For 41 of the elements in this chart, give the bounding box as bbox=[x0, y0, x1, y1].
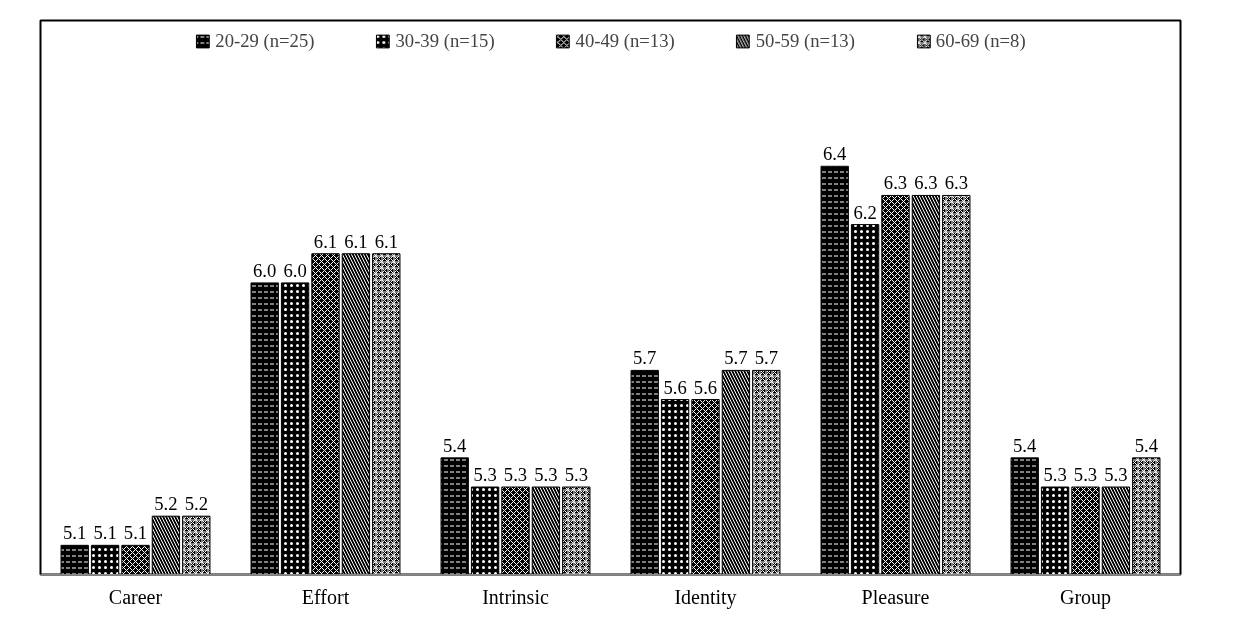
data-label: 6.4 bbox=[823, 143, 848, 165]
data-label: 5.3 bbox=[564, 464, 588, 486]
data-label: 6.0 bbox=[253, 259, 277, 281]
data-label: 5.3 bbox=[1104, 464, 1128, 486]
data-label: 6.0 bbox=[283, 259, 307, 281]
data-label: 5.3 bbox=[473, 464, 497, 486]
x-tick-label: Intrinsic bbox=[482, 585, 549, 608]
data-label: 5.3 bbox=[1043, 464, 1067, 486]
data-label: 5.6 bbox=[663, 376, 687, 398]
legend-label: 20-29 (n=25) bbox=[215, 30, 315, 52]
data-label: 5.7 bbox=[754, 347, 778, 369]
data-label: 5.4 bbox=[443, 434, 468, 456]
legend-label: 50-59 (n=13) bbox=[755, 30, 855, 52]
data-label: 6.2 bbox=[853, 201, 877, 223]
data-label: 5.1 bbox=[123, 522, 148, 544]
data-label: 5.2 bbox=[184, 493, 208, 515]
x-tick-label: Pleasure bbox=[861, 585, 930, 608]
data-label: 5.1 bbox=[63, 522, 87, 544]
data-label: 6.1 bbox=[313, 230, 338, 252]
data-label: 5.7 bbox=[724, 347, 748, 369]
data-label: 5.4 bbox=[1134, 434, 1159, 456]
data-label: 5.3 bbox=[534, 464, 558, 486]
data-label: 6.3 bbox=[914, 172, 938, 194]
legend-label: 60-69 (n=8) bbox=[935, 30, 1026, 52]
x-tick-label: Group bbox=[1059, 585, 1112, 609]
data-label: 6.3 bbox=[944, 172, 968, 194]
data-label: 5.1 bbox=[93, 522, 117, 544]
x-tick-label: Identity bbox=[674, 585, 737, 609]
data-label: 5.4 bbox=[1013, 434, 1038, 456]
data-label: 5.6 bbox=[693, 376, 718, 398]
legend-label: 30-39 (n=15) bbox=[395, 30, 495, 52]
legend-label: 40-49 (n=13) bbox=[575, 30, 675, 52]
data-label: 6.1 bbox=[374, 230, 398, 252]
data-label: 6.1 bbox=[344, 230, 368, 252]
data-label: 6.3 bbox=[883, 172, 908, 194]
x-tick-label: Effort bbox=[301, 585, 350, 608]
data-label: 5.3 bbox=[1073, 464, 1098, 486]
data-label: 5.2 bbox=[154, 493, 178, 515]
data-label: 5.3 bbox=[503, 464, 528, 486]
data-label: 5.7 bbox=[633, 347, 657, 369]
x-tick-label: Career bbox=[108, 585, 163, 608]
